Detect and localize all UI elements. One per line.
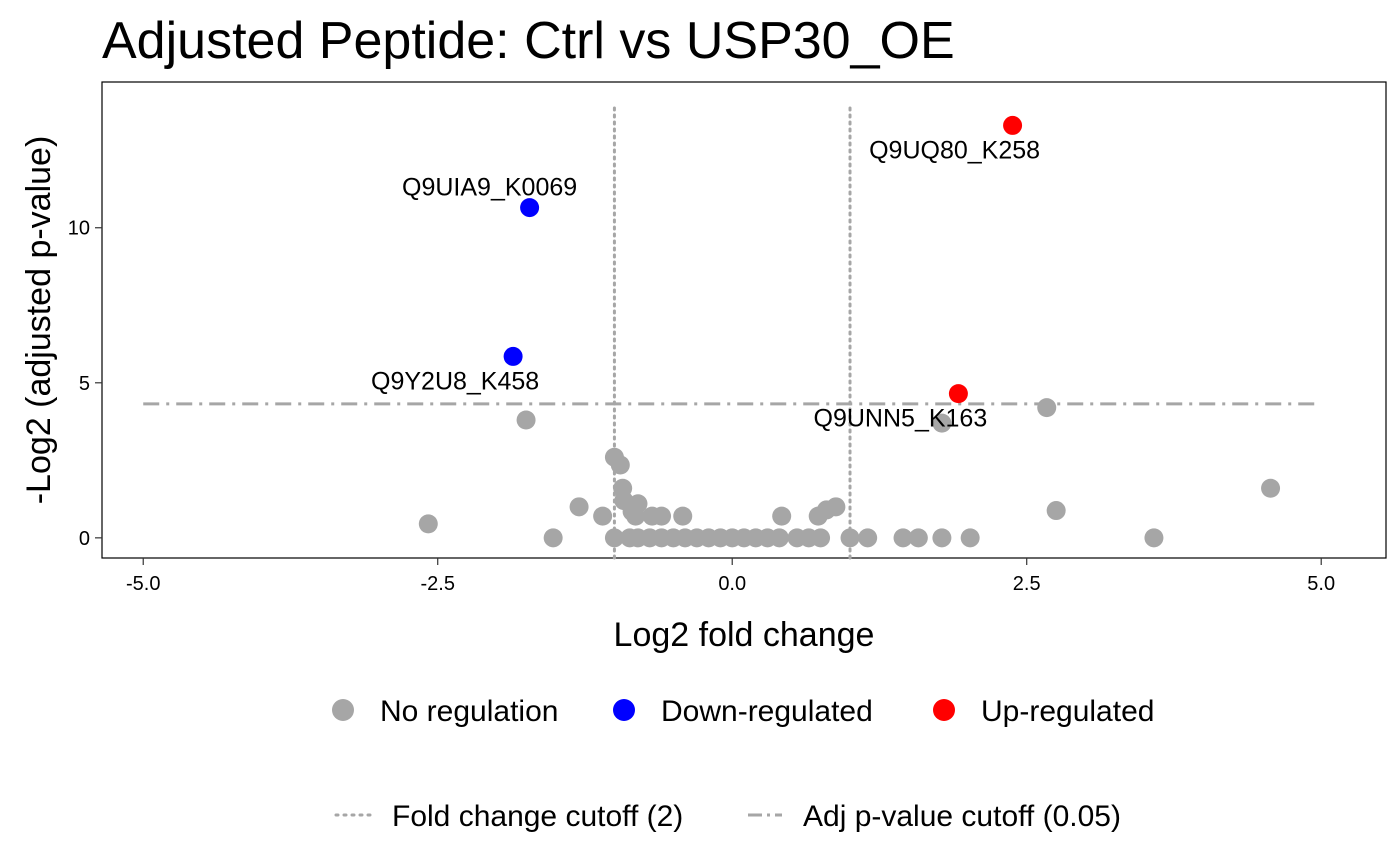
x-tick-label: 5.0 <box>1307 573 1335 595</box>
point-label: Q9UQ80_K258 <box>869 136 1040 164</box>
x-tick-label: 0.0 <box>718 573 746 595</box>
no-regulation-point <box>516 410 536 430</box>
y-tick-label: 10 <box>68 218 90 240</box>
no-regulation-point <box>543 528 563 548</box>
legend: No regulation Down-regulated Up-regulated F… <box>332 695 1154 833</box>
x-tick-label: -2.5 <box>420 573 454 595</box>
no-regulation-point <box>652 506 672 526</box>
no-regulation-point <box>1037 398 1057 418</box>
no-regulation-point <box>960 528 980 548</box>
no-regulation-point <box>772 506 792 526</box>
legend-down-regulated-key <box>613 699 635 721</box>
data-points <box>418 115 1281 548</box>
no-regulation-point <box>604 528 624 548</box>
legend-fold-change-cutoff-label: Fold change cutoff (2) <box>392 800 683 833</box>
legend-down-regulated-label: Down-regulated <box>661 695 873 728</box>
no-regulation-point <box>893 528 913 548</box>
cutoff-lines <box>143 106 1322 560</box>
x-axis-title: Log2 fold change <box>614 616 875 654</box>
no-regulation-point <box>569 497 589 517</box>
no-regulation-point <box>858 528 878 548</box>
no-regulation-point <box>769 528 789 548</box>
y-tick-label: 5 <box>79 373 90 395</box>
legend-no-regulation-label: No regulation <box>380 695 558 728</box>
no-regulation-point <box>1144 528 1164 548</box>
down-regulated-point <box>503 346 523 366</box>
no-regulation-point <box>593 506 613 526</box>
no-regulation-point <box>908 528 928 548</box>
no-regulation-point <box>840 528 860 548</box>
no-regulation-point <box>932 528 952 548</box>
no-regulation-point <box>826 497 846 517</box>
plot-panel <box>101 81 1387 559</box>
y-tick-label: 0 <box>79 528 90 550</box>
no-regulation-point <box>626 506 646 526</box>
y-axis-title: -Log2 (adjusted p-value) <box>20 136 58 505</box>
no-regulation-point <box>610 455 630 475</box>
no-regulation-point <box>1261 478 1281 498</box>
down-regulated-point <box>520 198 540 218</box>
legend-up-regulated-label: Up-regulated <box>981 695 1154 728</box>
legend-up-regulated-key <box>933 699 955 721</box>
up-regulated-point <box>1003 115 1023 135</box>
no-regulation-point <box>673 506 693 526</box>
legend-no-regulation-key <box>332 699 354 721</box>
point-label: Q9UNN5_K163 <box>814 405 988 433</box>
point-labels: Q9UIA9_K0069 Q9Y2U8_K458 Q9UQ80_K258 Q9UNN5… <box>371 136 1040 432</box>
chart-title: Adjusted Peptide: Ctrl vs USP30_OE <box>102 12 955 70</box>
no-regulation-point <box>932 413 952 433</box>
no-regulation-point <box>811 528 831 548</box>
no-regulation-point <box>418 514 438 534</box>
x-tick-label: -5.0 <box>126 573 160 595</box>
no-regulation-point <box>1046 501 1066 521</box>
axes: -5.0 -2.5 0.0 2.5 5.0 0 5 10 <box>68 218 1335 595</box>
up-regulated-point <box>948 384 968 404</box>
point-label: Q9UIA9_K0069 <box>402 174 577 202</box>
point-label: Q9Y2U8_K458 <box>371 367 539 395</box>
legend-adj-pvalue-cutoff-label: Adj p-value cutoff (0.05) <box>803 800 1121 833</box>
x-tick-label: 2.5 <box>1013 573 1041 595</box>
